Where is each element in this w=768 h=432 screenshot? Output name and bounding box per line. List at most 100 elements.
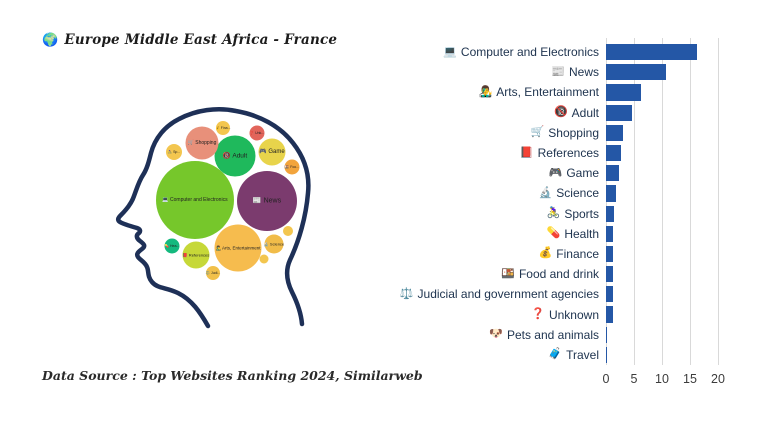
bar-row: 🛒 Shopping <box>374 123 766 143</box>
bar <box>606 346 607 363</box>
bubble-label: 🚴‍♀️ Sp... <box>168 149 181 154</box>
category-text: Unknown <box>548 307 599 322</box>
bar-row: 🐶 Pets and animals <box>374 325 766 345</box>
category-icon: ⚖️ <box>399 287 414 300</box>
page-title: 🌍 Europe Middle East Africa - France <box>42 32 337 48</box>
bar <box>606 326 608 343</box>
bar-row: 💰 Finance <box>374 244 766 264</box>
category-bubble <box>264 234 284 254</box>
bar-row: 🍱 Food and drink <box>374 264 766 284</box>
bar-row: 🔞 Adult <box>374 103 766 123</box>
bar-row: 👨‍🎤 Arts, Entertainment <box>374 82 766 102</box>
category-bubble <box>206 266 220 280</box>
globe-icon: 🌍 <box>42 32 59 48</box>
bar-row: 🧳 Travel <box>374 345 766 365</box>
bar-track <box>606 103 756 123</box>
category-bubble <box>164 238 180 254</box>
bubble-label: 📰 News <box>253 197 282 205</box>
category-bubble <box>284 159 300 175</box>
bubble-label: 🛒 Shopping <box>188 139 217 146</box>
bar <box>606 306 613 323</box>
category-bubble <box>283 226 293 236</box>
bar <box>606 124 623 141</box>
bar-category-label: 💊 Health <box>374 227 606 241</box>
bar-track <box>606 123 756 143</box>
category-bubble <box>214 224 262 272</box>
category-text: Food and drink <box>518 267 599 282</box>
category-bubble <box>259 254 269 264</box>
category-icon: ❓ <box>531 308 545 321</box>
head-outline <box>115 107 311 329</box>
category-bubble <box>214 135 256 177</box>
bubble-label: 🎮 Game <box>259 148 285 155</box>
category-icon: 🚴‍♀️ <box>546 207 561 220</box>
bar <box>606 245 614 263</box>
category-icon: 👨‍🎤 <box>478 85 493 98</box>
bar-category-label: 📰 News <box>374 65 606 79</box>
axis-tick-label: 20 <box>711 372 725 386</box>
bar-row: 🚴‍♀️ Sports <box>374 204 766 224</box>
category-icon: 🔬 <box>538 186 553 199</box>
category-bubble <box>166 144 182 160</box>
bar-category-label: 🔞 Adult <box>374 106 606 120</box>
gridline <box>606 38 607 365</box>
bar <box>606 84 642 101</box>
category-text: Health <box>564 226 599 241</box>
bar <box>606 266 614 283</box>
axis-tick-label: 15 <box>683 372 697 386</box>
bar <box>606 205 614 222</box>
category-icon: 🧳 <box>548 348 563 361</box>
bar-category-label: ❓ Unknown <box>374 308 606 322</box>
bar-row: 📕 References <box>374 143 766 163</box>
bubble-label: 📕 References <box>183 253 210 258</box>
bar-rows: 💻 Computer and Electronics 📰 News 👨‍🎤 Arts, E… <box>374 42 766 365</box>
bar <box>606 225 614 242</box>
bar-category-label: 🔬 Science <box>374 186 606 200</box>
category-text: Travel <box>566 347 599 362</box>
category-icon: 💻 <box>443 45 457 58</box>
category-text: Science <box>556 186 599 201</box>
category-bubble <box>156 161 234 239</box>
bar-track <box>606 183 756 203</box>
axis-tick-label: 0 <box>602 372 610 386</box>
category-icon: 🎮 <box>548 166 563 179</box>
bar-category-label: 👨‍🎤 Arts, Entertainment <box>374 85 606 99</box>
category-text: Finance <box>556 246 599 261</box>
category-icon: 🐶 <box>489 328 503 341</box>
category-text: Arts, Entertainment <box>496 85 599 100</box>
category-icon: 🍱 <box>501 267 515 280</box>
category-icon: 🛒 <box>530 126 545 139</box>
bar-track <box>606 204 756 224</box>
bar <box>606 165 619 182</box>
gridlines <box>606 38 756 365</box>
bar-category-label: ⚖️ Judicial and government agencies <box>374 287 606 301</box>
category-bubble <box>185 126 219 160</box>
category-bubble <box>249 125 265 141</box>
category-bubble <box>182 241 210 269</box>
bubble-label: ❓ Unk... <box>250 130 264 135</box>
bar <box>606 286 613 303</box>
bar-track <box>606 304 756 324</box>
bar <box>606 104 632 121</box>
category-icon: 💊 <box>546 227 561 240</box>
bar-track <box>606 163 756 183</box>
bar-category-label: 🍱 Food and drink <box>374 267 606 281</box>
bar <box>606 44 697 61</box>
bubble-layer: 💻 Computer and Electronics 📰 News 👨‍🎤 Arts… <box>156 121 300 280</box>
bubble-label: 👨‍🎤 Arts, Entertainment <box>215 245 261 251</box>
bar-row: 💊 Health <box>374 224 766 244</box>
bar-row: 💻 Computer and Electronics <box>374 42 766 62</box>
data-source-note: Data Source : Top Websites Ranking 2024,… <box>42 368 423 383</box>
category-text: Game <box>566 166 599 181</box>
bar-category-label: 🛒 Shopping <box>374 126 606 140</box>
category-text: Computer and Electronics <box>460 45 599 60</box>
bar-category-label: 🚴‍♀️ Sports <box>374 207 606 221</box>
bar-track <box>606 82 756 102</box>
bar-category-label: 🎮 Game <box>374 166 606 180</box>
bar-track <box>606 244 756 264</box>
category-text: Pets and animals <box>506 327 599 342</box>
bar-row: 🎮 Game <box>374 163 766 183</box>
bar-chart: 💻 Computer and Electronics 📰 News 👨‍🎤 Arts, E… <box>374 36 766 408</box>
bar-category-label: 💻 Computer and Electronics <box>374 45 606 59</box>
